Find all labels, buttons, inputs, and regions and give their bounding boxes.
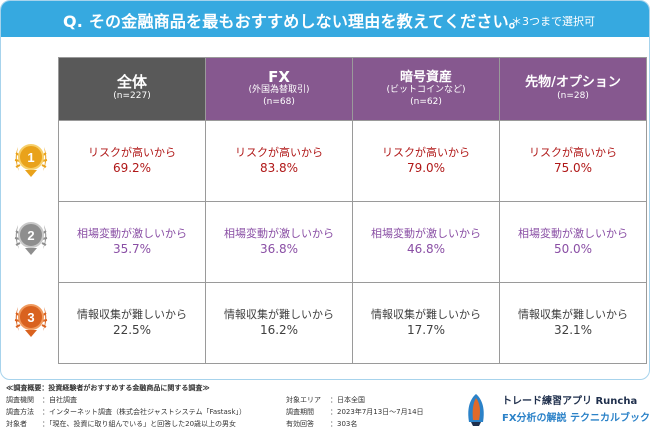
runcha-logo-icon (468, 394, 484, 426)
survey-info-row: 調査期間 ：2023年7月13日〜7月14日 (286, 408, 424, 416)
selection-note: ＊3つまで選択可 (511, 15, 595, 28)
survey-info-row: 対象者 ：「現在、投資に取り組んでいる」と回答した20歳以上の男女 (6, 420, 237, 428)
table-cell: リスクが高いから 83.8% (205, 120, 353, 202)
medal-rank-label: 1 (27, 150, 34, 165)
survey-info-row: 対象エリア ：日本全国 (286, 396, 365, 404)
column-header-all: 全体 (n=227) (58, 57, 206, 121)
gold-medal-icon: 1 (14, 144, 48, 177)
column-header-crypto: 暗号資産 (ビットコインなど) (n=62) (352, 57, 500, 121)
results-table: 全体 (n=227) FX (外国為替取引) (n=68) 暗号資産 (ビットコ… (58, 57, 647, 364)
table-cell: リスクが高いから 75.0% (499, 120, 647, 202)
table-cell: 相場変動が激しいから 36.8% (205, 201, 353, 283)
silver-medal-icon: 2 (14, 222, 48, 255)
table-cell: 相場変動が激しいから 35.7% (58, 201, 206, 283)
column-header-fx: FX (外国為替取引) (n=68) (205, 57, 353, 121)
survey-info-row: 有効回答 ：303名 (286, 420, 358, 428)
survey-info-row: 調査方法 ：インターネット調査（株式会社ジャストシステム「Fastask」） (6, 408, 246, 416)
table-row-rank-1: リスクが高いから 69.2% リスクが高いから 83.8% リスクが高いから 79.0… (58, 120, 647, 202)
table-row-rank-2: 相場変動が激しいから 35.7% 相場変動が激しいから 36.8% 相場変動が激しい… (58, 201, 647, 283)
survey-info-row: 調査機関 ：自社調査 (6, 396, 77, 404)
table-header-row: 全体 (n=227) FX (外国為替取引) (n=68) 暗号資産 (ビットコ… (58, 57, 647, 121)
table-cell: 相場変動が激しいから 50.0% (499, 201, 647, 283)
survey-heading: ≪調査概要：投資経験者がおすすめする金融商品に関する調査≫ (6, 384, 210, 392)
medal-rank-label: 2 (27, 228, 34, 243)
table-cell: 情報収集が難しいから 16.2% (205, 282, 353, 364)
table-row-rank-3: 情報収集が難しいから 22.5% 情報収集が難しいから 16.2% 情報収集が難しい… (58, 282, 647, 364)
brand-tagline: FX分析の解説 テクニカルブック (502, 413, 650, 424)
table-cell: リスクが高いから 79.0% (352, 120, 500, 202)
column-header-futures-options: 先物/オプション (n=28) (499, 57, 647, 121)
table-cell: 情報収集が難しいから 17.7% (352, 282, 500, 364)
question-banner: Q. その金融商品を最もおすすめしない理由を教えてください。 ＊3つまで選択可 (1, 1, 649, 37)
brand-name: トレード練習アプリ Runcha (502, 396, 638, 407)
table-cell: 相場変動が激しいから 46.8% (352, 201, 500, 283)
medal-rank-label: 3 (27, 310, 34, 325)
results-card: Q. その金融商品を最もおすすめしない理由を教えてください。 ＊3つまで選択可 … (0, 0, 650, 380)
question-title: Q. その金融商品を最もおすすめしない理由を教えてください。 (63, 12, 525, 31)
table-cell: リスクが高いから 69.2% (58, 120, 206, 202)
bronze-medal-icon: 3 (14, 304, 48, 337)
survey-footer: ≪調査概要：投資経験者がおすすめする金融商品に関する調査≫ 調査機関 ：自社調査 … (0, 381, 650, 434)
table-cell: 情報収集が難しいから 22.5% (58, 282, 206, 364)
table-cell: 情報収集が難しいから 32.1% (499, 282, 647, 364)
